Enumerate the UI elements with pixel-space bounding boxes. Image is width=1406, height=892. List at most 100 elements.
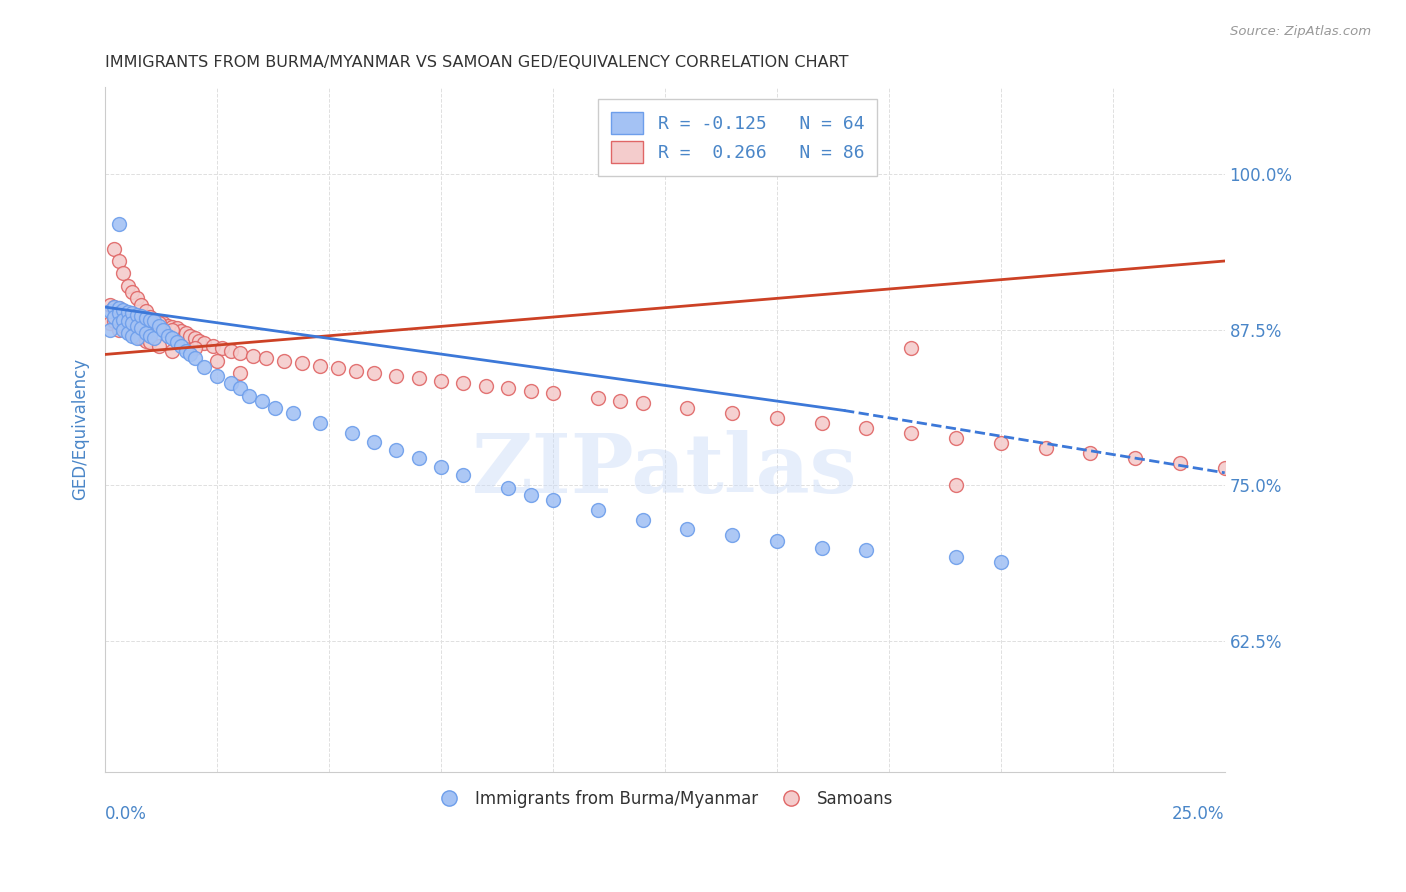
Point (283, 406, 305, 420)
Point (193, 359, 215, 374)
Point (103, 310, 125, 324)
Point (112, 302, 135, 317)
Point (609, 393, 631, 408)
Point (143, 331, 166, 345)
Text: 0.0%: 0.0% (105, 805, 148, 823)
Point (264, 401, 287, 415)
Point (228, 346, 250, 360)
Point (363, 434, 385, 449)
Point (125, 331, 148, 345)
Point (184, 351, 207, 366)
Point (121, 326, 143, 341)
Point (855, 543, 877, 558)
Point (586, 503, 609, 517)
Text: Source: ZipAtlas.com: Source: ZipAtlas.com (1230, 25, 1371, 38)
Point (174, 343, 197, 358)
Point (129, 310, 152, 324)
Point (117, 306, 139, 320)
Point (156, 318, 179, 333)
Point (125, 291, 148, 305)
Point (139, 334, 162, 349)
Point (676, 401, 699, 415)
Point (129, 297, 152, 311)
Point (121, 306, 143, 320)
Point (129, 309, 152, 323)
Point (496, 381, 519, 395)
Point (129, 331, 152, 345)
Point (1123, 450, 1146, 465)
Point (1080, 446, 1102, 460)
Point (228, 381, 250, 395)
Point (148, 318, 170, 333)
Point (134, 326, 156, 341)
Point (193, 336, 215, 351)
Point (139, 328, 162, 343)
Y-axis label: GED/Equivalency: GED/Equivalency (72, 358, 89, 500)
Point (273, 353, 295, 368)
Text: 25.0%: 25.0% (1173, 805, 1225, 823)
Point (139, 312, 162, 326)
Point (721, 406, 744, 420)
Point (103, 300, 125, 314)
Point (156, 328, 179, 343)
Point (385, 368, 408, 383)
Point (408, 450, 430, 465)
Point (112, 312, 135, 326)
Point (1213, 460, 1236, 475)
Point (148, 316, 170, 330)
Point (129, 321, 152, 335)
Point (139, 312, 162, 326)
Point (430, 374, 453, 388)
Point (810, 416, 832, 430)
Point (162, 331, 184, 345)
Point (103, 300, 125, 314)
Point (143, 314, 166, 328)
Point (188, 334, 211, 348)
Point (586, 391, 609, 405)
Point (541, 386, 564, 401)
Point (103, 242, 125, 256)
Point (408, 371, 430, 385)
Point (170, 324, 193, 338)
Point (121, 316, 143, 330)
Point (219, 376, 242, 390)
Point (134, 311, 156, 326)
Point (125, 328, 148, 343)
Point (184, 331, 207, 345)
Point (166, 321, 188, 335)
Point (519, 384, 541, 398)
Point (242, 349, 264, 363)
Point (174, 326, 197, 341)
Point (125, 318, 148, 333)
Point (211, 341, 233, 355)
Point (990, 435, 1012, 450)
Point (326, 361, 349, 376)
Point (945, 550, 967, 565)
Point (475, 378, 498, 392)
Point (496, 481, 519, 495)
Point (134, 303, 156, 318)
Point (152, 322, 174, 336)
Point (143, 314, 166, 328)
Point (309, 359, 332, 373)
Point (201, 339, 224, 353)
Point (117, 305, 139, 319)
Point (112, 322, 135, 336)
Point (107, 322, 129, 336)
Point (291, 356, 314, 370)
Point (121, 285, 143, 300)
Point (170, 339, 193, 353)
Text: IMMIGRANTS FROM BURMA/MYANMAR VS SAMOAN GED/EQUIVALENCY CORRELATION CHART: IMMIGRANTS FROM BURMA/MYANMAR VS SAMOAN … (105, 55, 849, 70)
Point (631, 513, 654, 527)
Point (900, 341, 922, 355)
Point (205, 368, 228, 383)
Point (676, 522, 699, 536)
Point (205, 353, 228, 368)
Point (162, 320, 184, 334)
Point (254, 351, 277, 366)
Point (631, 396, 654, 410)
Point (112, 318, 135, 333)
Point (125, 308, 148, 322)
Point (219, 343, 242, 358)
Point (162, 322, 184, 336)
